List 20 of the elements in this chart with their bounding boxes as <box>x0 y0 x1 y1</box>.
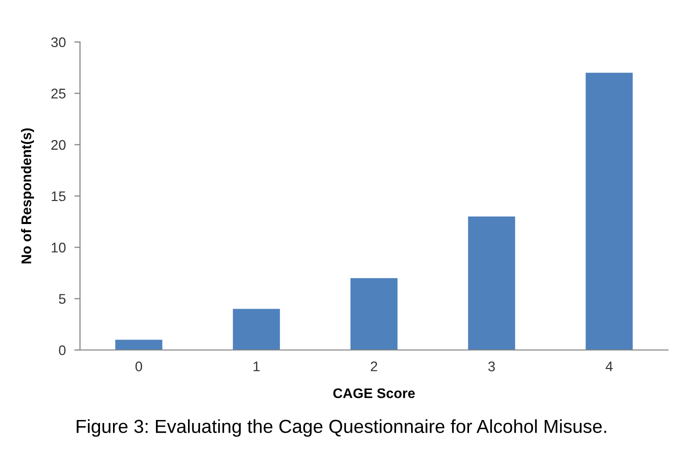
y-tick-label: 10 <box>52 242 66 253</box>
bar <box>468 216 516 350</box>
x-tick-label: 3 <box>488 361 495 372</box>
x-tick-label: 4 <box>606 362 613 372</box>
caption: Figure 3: Evaluating the Cage Questionnaire for Alcohol Misuse. <box>76 419 606 437</box>
y-tick-label: 30 <box>51 37 66 48</box>
x-tick-label: 1 <box>254 362 260 372</box>
y-tick-label: 5 <box>58 294 66 304</box>
y-tick-label: 25 <box>51 88 66 99</box>
y-tick-label: 0 <box>58 345 66 356</box>
y-tick-label: 20 <box>51 140 66 150</box>
bar <box>115 340 162 350</box>
x-tick-label: 0 <box>135 361 142 372</box>
bar <box>350 278 398 350</box>
bar <box>232 308 280 350</box>
y-axis-title: No of Respondent(s) <box>21 128 34 264</box>
x-axis-title: CAGE Score <box>333 388 415 398</box>
bar <box>586 72 633 350</box>
y-tick-label: 15 <box>52 191 66 202</box>
x-tick-label: 2 <box>370 361 378 372</box>
